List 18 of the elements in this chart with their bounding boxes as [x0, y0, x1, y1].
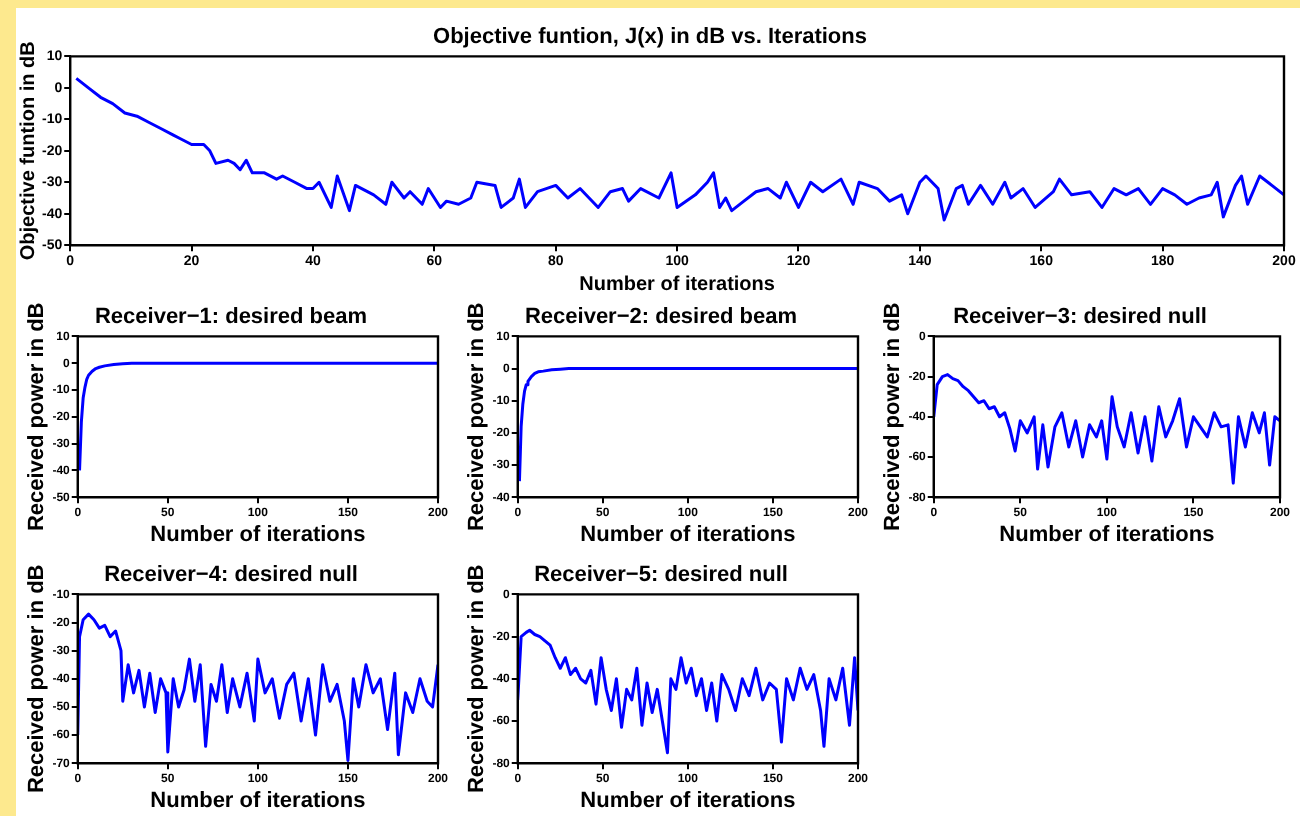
y-axis-title: Received power in dB [25, 564, 50, 794]
x-axis-title: Number of iterations [999, 522, 1215, 547]
x-axis-title: Number of iterations [579, 273, 776, 296]
chart-title: Objective funtion, J(x) in dB vs. Iterations [433, 25, 867, 50]
y-axis-title: Received power in dB [465, 302, 490, 532]
y-axis-title: Received power in dB [465, 564, 490, 794]
chart-title: Receiver−5: desired null [534, 563, 788, 588]
chart-title: Receiver−2: desired beam [524, 305, 798, 330]
chart-title: Receiver−4: desired null [104, 563, 358, 588]
x-axis-title: Number of iterations [580, 522, 796, 547]
x-axis-title: Number of iterations [150, 522, 366, 547]
chart-title: Receiver−3: desired null [953, 305, 1207, 330]
y-axis-title: Received power in dB [881, 302, 906, 532]
y-axis-title: Received power in dB [25, 302, 50, 532]
x-axis-title: Number of iterations [580, 788, 796, 813]
chart-title: Receiver−1: desired beam [94, 305, 368, 330]
y-axis-title: Objective funtion in dB [17, 41, 40, 261]
x-axis-title: Number of iterations [150, 788, 366, 813]
